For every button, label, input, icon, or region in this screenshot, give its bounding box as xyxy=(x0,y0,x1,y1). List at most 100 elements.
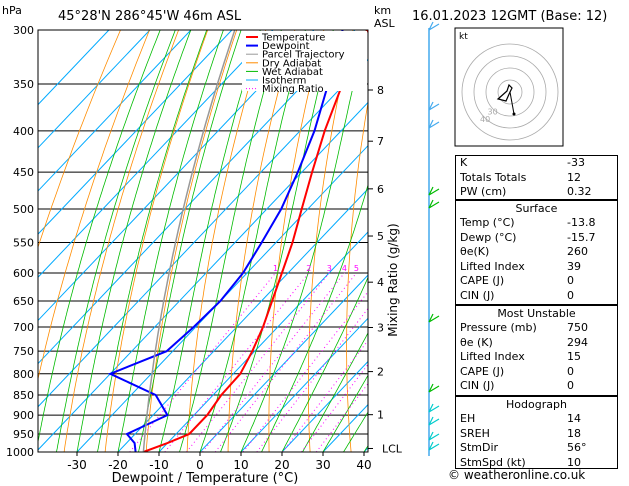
temp-tick-label: -10 xyxy=(149,458,169,472)
dewpoint-profile xyxy=(107,30,344,452)
temp-tick-label: -30 xyxy=(67,458,87,472)
isotherm-line xyxy=(199,274,368,452)
surface-row: Lifted Index 39 xyxy=(456,260,617,275)
wind-barbs xyxy=(428,21,440,456)
km-tick-label: 3 xyxy=(377,321,384,334)
isotherm-line xyxy=(38,30,110,106)
legend-label: Isotherm xyxy=(262,76,306,87)
panel-title: Hodograph xyxy=(506,398,567,411)
dry-adiabat xyxy=(38,30,150,381)
surface-row: CAPE (J) 0 xyxy=(456,274,617,289)
hodograph-stat-row: StmSpd (kt) 10 xyxy=(456,456,617,471)
pressure-tick-label: 800 xyxy=(13,368,34,381)
index-row: K -33 xyxy=(456,156,617,171)
wind-barb xyxy=(428,313,440,323)
wind-barb xyxy=(428,101,440,111)
panel-title: Surface xyxy=(515,202,558,215)
mixing-ratio-line xyxy=(214,272,357,452)
most-unstable-value: 294 xyxy=(567,335,588,349)
index-row: Totals Totals 12 xyxy=(456,171,617,186)
legend-label: Parcel Trajectory xyxy=(262,50,345,61)
km-label: km xyxy=(374,4,391,17)
datetime-label: 16.01.2023 12GMT (Base: 12) xyxy=(412,9,607,24)
pressure-tick-label: 900 xyxy=(13,409,34,422)
hodograph-stat-value: 14 xyxy=(567,412,581,425)
isotherm-line xyxy=(281,360,368,452)
wet-adiabat xyxy=(56,30,176,452)
wet-adiabat xyxy=(322,374,368,452)
dry-adiabat xyxy=(63,30,179,452)
wind-barb xyxy=(428,441,440,451)
surface-row: Dewp (°C) -15.7 xyxy=(456,231,617,246)
pressure-tick-label: 850 xyxy=(13,389,34,402)
surface-value: -13.8 xyxy=(567,216,596,229)
hodograph-stat-row: StmDir 56° xyxy=(456,441,617,456)
pressure-tick-label: 500 xyxy=(13,203,34,216)
dry-adiabat xyxy=(268,30,325,452)
temp-tick-label: 10 xyxy=(233,458,248,472)
legend-label: Dry Adiabat xyxy=(262,58,321,69)
km-tick-label: 4 xyxy=(377,276,384,289)
indices-panel: K -33 Totals Totals 12 PW (cm) 0.32 xyxy=(455,155,618,200)
dry-adiabat xyxy=(227,30,296,452)
hodograph-ring xyxy=(485,67,535,117)
most-unstable-panel: Most Unstable Pressure (mb) 750 θe (K) 294 Li… xyxy=(455,305,618,396)
wind-barb xyxy=(428,199,440,209)
legend-label: Mixing Ratio xyxy=(262,84,324,95)
surface-value: 0 xyxy=(567,288,574,302)
pressure-tick-label: 350 xyxy=(13,78,34,91)
pressure-tick-label: 550 xyxy=(13,236,34,249)
index-value: 12 xyxy=(567,170,581,184)
surface-label: θe(K) xyxy=(460,245,490,258)
hodograph-frame xyxy=(454,27,564,147)
wet-adiabat xyxy=(97,30,208,452)
index-label: PW (cm) xyxy=(460,185,507,198)
asl-label: ASL xyxy=(374,17,396,30)
hodograph-stat-row: SREH 18 xyxy=(456,427,617,442)
hodograph-stat-label: StmSpd (kt) xyxy=(460,455,526,469)
isotherm-line xyxy=(38,58,368,408)
storm-motion-point xyxy=(512,112,516,116)
surface-panel: Surface Temp (°C) -13.8 Dewp (°C) -15.7 θe(K)… xyxy=(455,200,618,305)
surface-label: CIN (J) xyxy=(460,288,495,302)
km-tick-label: 1 xyxy=(377,409,384,422)
wet-adiabat xyxy=(179,30,282,452)
pressure-tick-label: 700 xyxy=(13,321,34,334)
isotherm-line xyxy=(38,30,274,278)
mixing-ratio-line xyxy=(129,272,276,452)
most-unstable-value: 0 xyxy=(567,379,574,392)
wind-barb xyxy=(428,383,440,393)
hodograph-stat-label: EH xyxy=(460,412,476,425)
surface-value: 39 xyxy=(567,259,581,273)
pressure-tick-label: 1000 xyxy=(6,446,34,459)
most-unstable-value: 15 xyxy=(567,350,581,363)
isotherm-line xyxy=(38,30,233,235)
hodograph-stat-label: SREH xyxy=(460,426,490,440)
hodograph-stat-value: 10 xyxy=(567,455,581,469)
mixing-ratio-label: 3 xyxy=(327,264,332,273)
mixing-ratio-line xyxy=(282,339,368,452)
pressure-tick-label: 400 xyxy=(13,125,34,138)
dry-adiabat xyxy=(186,30,267,452)
isotherm-line xyxy=(240,317,368,452)
pressure-tick-label: 650 xyxy=(13,295,34,308)
temp-tick-label: 20 xyxy=(274,458,289,472)
most-unstable-row: CAPE (J) 0 xyxy=(456,365,617,380)
pressure-tick-label: 950 xyxy=(13,428,34,441)
isotherm-line xyxy=(38,30,315,322)
wind-barb xyxy=(428,403,440,413)
plot-frame xyxy=(37,29,369,453)
x-axis-title: Dewpoint / Temperature (°C) xyxy=(112,471,299,486)
mixing-ratio-label: 1 xyxy=(273,264,278,273)
hodograph-ring-label: 40 xyxy=(480,115,490,124)
y-axis-title: Mixing Ratio (g/kg) xyxy=(386,223,400,336)
dry-adiabat xyxy=(419,30,440,452)
panel-title: Most Unstable xyxy=(497,307,576,320)
mixing-ratio-label: 8 xyxy=(380,264,385,273)
mixing-ratio-label: 4 xyxy=(342,264,347,273)
wet-adiabat xyxy=(158,30,261,452)
wind-barb xyxy=(428,416,440,426)
wet-adiabat xyxy=(76,30,192,452)
km-tick-label: 5 xyxy=(377,230,384,243)
